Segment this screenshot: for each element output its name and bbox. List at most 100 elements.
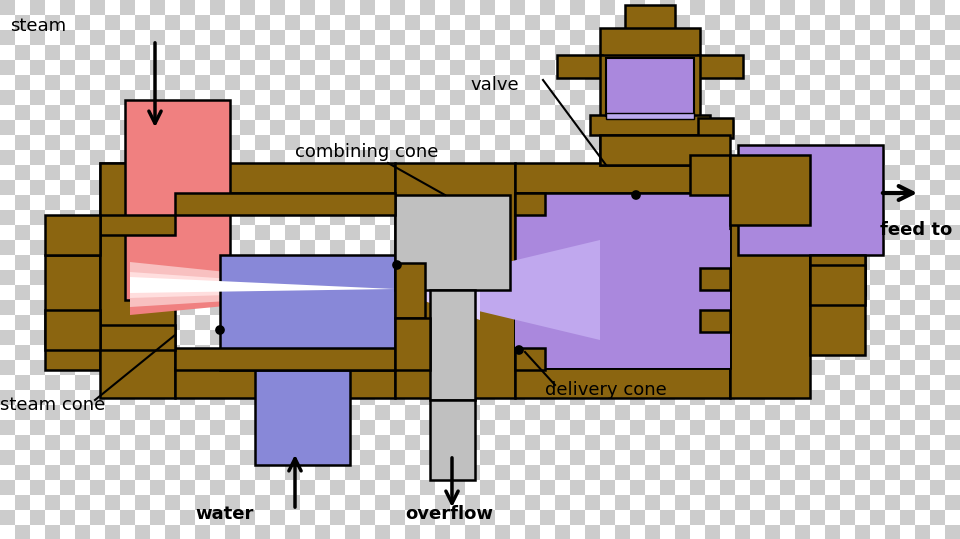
Bar xyxy=(750,60,765,75)
Bar xyxy=(615,120,630,135)
Bar xyxy=(285,330,300,345)
Bar xyxy=(180,210,195,225)
Bar xyxy=(450,240,465,255)
Bar xyxy=(300,120,315,135)
Bar xyxy=(450,345,465,360)
Bar xyxy=(720,120,735,135)
Bar xyxy=(30,45,45,60)
Bar xyxy=(435,480,450,495)
Bar xyxy=(585,120,600,135)
Bar xyxy=(690,60,705,75)
Bar xyxy=(435,135,450,150)
Bar xyxy=(75,120,90,135)
Bar xyxy=(195,405,210,420)
Bar xyxy=(750,0,765,15)
Bar xyxy=(557,55,602,78)
Bar xyxy=(45,270,60,285)
Bar xyxy=(150,120,165,135)
Bar xyxy=(165,300,180,315)
Bar xyxy=(435,420,450,435)
Bar xyxy=(660,315,675,330)
Bar xyxy=(240,150,255,165)
Bar xyxy=(45,510,60,525)
Bar xyxy=(330,525,345,539)
Bar xyxy=(0,375,15,390)
Bar xyxy=(0,360,15,375)
Bar xyxy=(255,480,270,495)
Bar xyxy=(360,210,375,225)
Bar xyxy=(930,150,945,165)
Bar xyxy=(105,465,120,480)
Bar xyxy=(915,420,930,435)
Bar xyxy=(255,420,270,435)
Bar xyxy=(45,180,60,195)
Bar xyxy=(495,90,510,105)
Bar xyxy=(270,390,285,405)
Bar xyxy=(540,495,555,510)
Bar xyxy=(780,435,795,450)
Bar xyxy=(885,45,900,60)
Bar xyxy=(150,465,165,480)
Bar xyxy=(30,375,45,390)
Bar xyxy=(795,510,810,525)
Bar xyxy=(360,225,375,240)
Bar xyxy=(840,525,855,539)
Bar xyxy=(450,60,465,75)
Bar xyxy=(75,510,90,525)
Bar xyxy=(900,105,915,120)
Bar xyxy=(120,525,135,539)
Bar xyxy=(705,300,720,315)
Bar xyxy=(495,465,510,480)
Bar xyxy=(195,90,210,105)
Bar xyxy=(540,435,555,450)
Bar xyxy=(480,285,495,300)
Bar xyxy=(345,75,360,90)
Bar xyxy=(105,255,120,270)
Bar xyxy=(570,480,585,495)
Bar xyxy=(195,30,210,45)
Bar xyxy=(150,480,165,495)
Bar xyxy=(450,480,465,495)
Bar xyxy=(780,375,795,390)
Bar xyxy=(645,315,660,330)
Bar xyxy=(585,435,600,450)
Bar xyxy=(285,480,300,495)
Bar xyxy=(795,495,810,510)
Bar xyxy=(30,165,45,180)
Bar xyxy=(700,310,730,332)
Bar xyxy=(435,270,450,285)
Bar xyxy=(240,75,255,90)
Bar xyxy=(30,270,45,285)
Bar xyxy=(210,165,225,180)
Bar xyxy=(285,510,300,525)
Bar xyxy=(555,525,570,539)
Bar xyxy=(585,285,600,300)
Bar xyxy=(165,375,180,390)
Bar xyxy=(945,150,960,165)
Bar xyxy=(165,150,180,165)
Bar xyxy=(210,435,225,450)
Bar xyxy=(885,75,900,90)
Bar xyxy=(645,405,660,420)
Bar xyxy=(435,195,450,210)
Bar xyxy=(765,525,780,539)
Bar xyxy=(315,90,330,105)
Bar xyxy=(300,255,315,270)
Bar xyxy=(315,225,330,240)
Bar xyxy=(720,525,735,539)
Bar xyxy=(555,330,570,345)
Bar xyxy=(615,225,630,240)
Bar xyxy=(630,195,645,210)
Bar xyxy=(855,120,870,135)
Bar xyxy=(450,270,465,285)
Bar xyxy=(150,75,165,90)
Bar xyxy=(750,255,765,270)
Bar xyxy=(135,165,150,180)
Bar xyxy=(60,150,75,165)
Bar xyxy=(405,300,420,315)
Bar xyxy=(810,210,825,225)
Bar xyxy=(30,0,45,15)
Bar xyxy=(480,270,495,285)
Bar xyxy=(945,345,960,360)
Bar xyxy=(540,120,555,135)
